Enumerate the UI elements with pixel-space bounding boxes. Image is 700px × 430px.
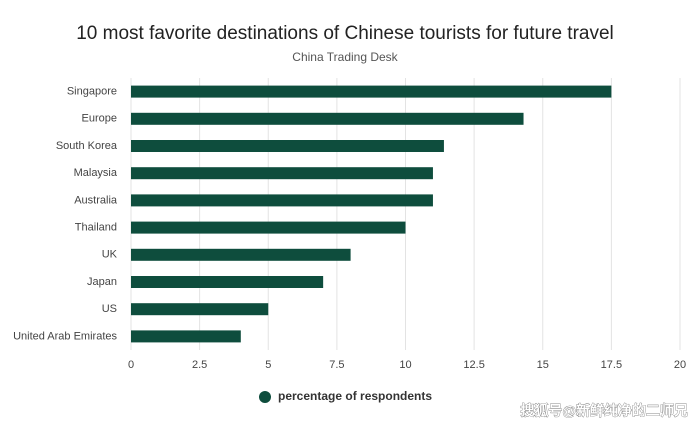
y-tick-label: Malaysia xyxy=(74,167,118,179)
bar xyxy=(131,112,524,125)
legend-marker xyxy=(259,391,271,403)
x-tick-label: 20 xyxy=(674,359,686,371)
x-tick-label: 5 xyxy=(265,359,271,371)
y-tick-label: Australia xyxy=(74,194,118,206)
x-tick-label: 0 xyxy=(128,359,134,371)
x-tick-label: 12.5 xyxy=(463,359,484,371)
legend-label: percentage of respondents xyxy=(278,389,432,403)
y-tick-label: Thailand xyxy=(75,222,117,234)
y-tick-label: United Arab Emirates xyxy=(13,330,117,342)
bar xyxy=(131,248,351,261)
y-tick-label: South Korea xyxy=(56,140,118,152)
bar xyxy=(131,221,406,234)
bar xyxy=(131,276,324,288)
y-tick-label: Singapore xyxy=(67,86,117,98)
x-tick-label: 17.5 xyxy=(601,359,622,371)
y-tick-label: UK xyxy=(102,249,118,261)
x-tick-label: 2.5 xyxy=(192,359,207,371)
bar xyxy=(131,85,612,98)
chart-subtitle: China Trading Desk xyxy=(292,50,398,64)
x-tick-label: 15 xyxy=(537,359,549,371)
bar xyxy=(131,167,433,180)
bar xyxy=(131,303,269,316)
bar xyxy=(131,330,241,343)
y-tick-label: US xyxy=(102,303,117,315)
watermark: 搜狐号@新鲜纯净的二师兄 xyxy=(520,403,688,419)
x-tick-label: 7.5 xyxy=(329,359,344,371)
legend: percentage of respondents xyxy=(259,389,432,403)
bar xyxy=(131,140,444,152)
chart-title: 10 most favorite destinations of Chinese… xyxy=(76,23,614,44)
bars: Singapore Europe South Korea Malaysia Austra… xyxy=(13,85,612,343)
y-tick-label: Europe xyxy=(82,113,117,125)
bar xyxy=(131,194,433,207)
y-tick-label: Japan xyxy=(87,276,117,288)
x-tick-label: 10 xyxy=(399,359,411,371)
